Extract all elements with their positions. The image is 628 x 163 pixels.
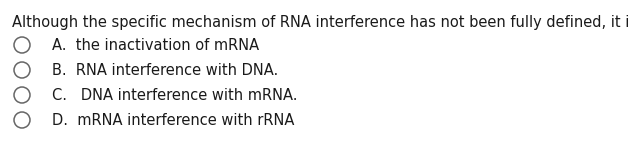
Text: D.  mRNA interference with rRNA: D. mRNA interference with rRNA xyxy=(52,113,295,128)
Text: A.  the inactivation of mRNA: A. the inactivation of mRNA xyxy=(52,38,259,53)
Text: Although the specific mechanism of RNA interference has not been fully defined, : Although the specific mechanism of RNA i… xyxy=(12,15,628,30)
Text: B.  RNA interference with DNA.: B. RNA interference with DNA. xyxy=(52,63,278,78)
Text: C.   DNA interference with mRNA.: C. DNA interference with mRNA. xyxy=(52,88,298,103)
